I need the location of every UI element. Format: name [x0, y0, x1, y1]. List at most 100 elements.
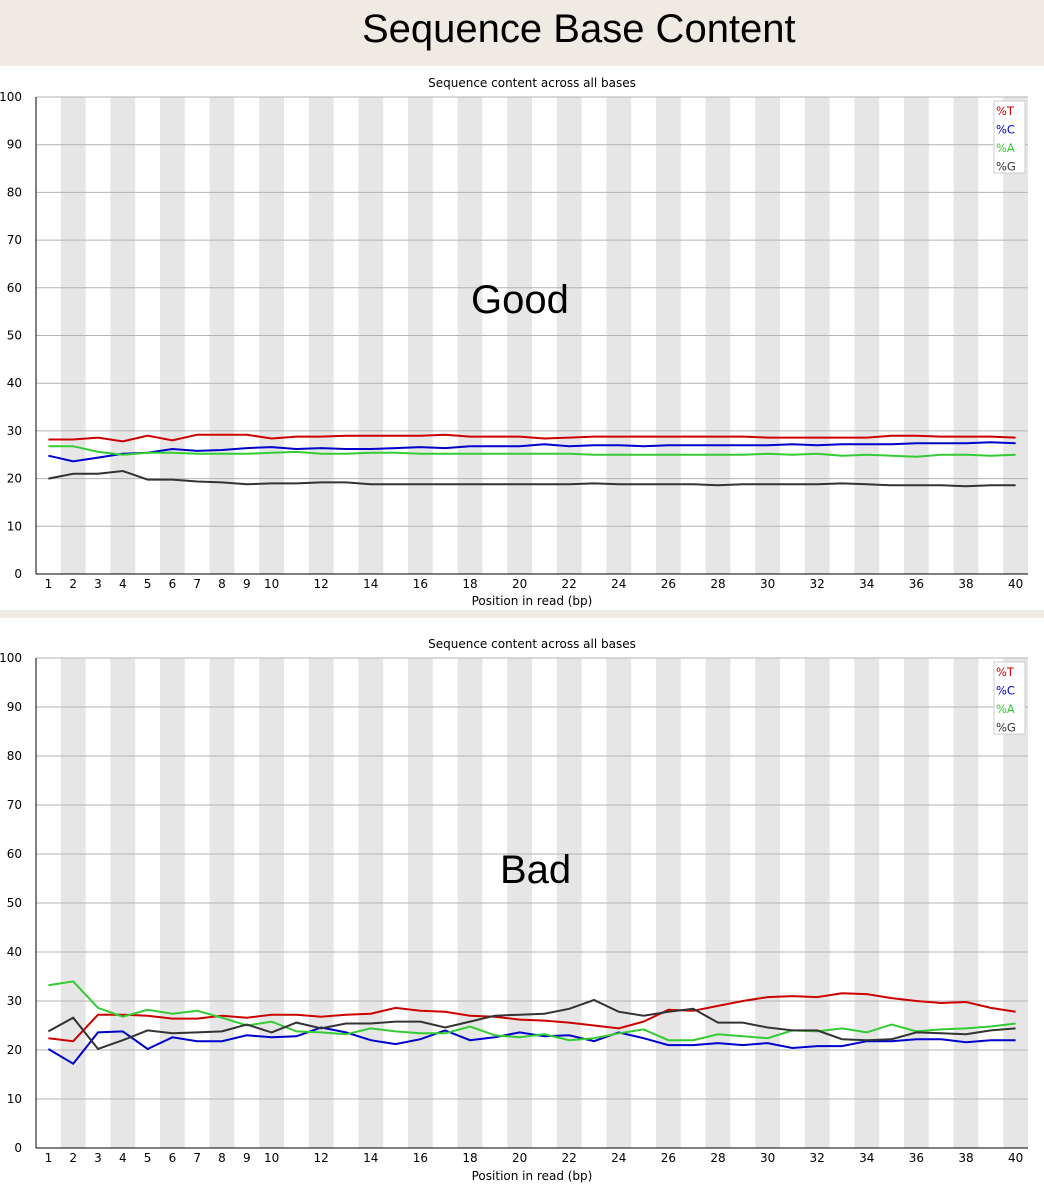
- series-line-G: [47, 998, 1016, 1051]
- y-tick-label: 10: [7, 519, 22, 533]
- x-tick-label: 4: [119, 577, 127, 591]
- series-line-T: [48, 433, 1016, 443]
- x-tick-label: 34: [859, 577, 874, 591]
- y-tick-label: 70: [7, 233, 22, 247]
- x-tick-label: 36: [909, 577, 924, 591]
- x-tick-label: 26: [661, 577, 676, 591]
- x-tick-label: 30: [760, 577, 775, 591]
- y-tick-label: 60: [7, 281, 22, 295]
- x-tick-label: 4: [119, 1151, 127, 1165]
- y-tick-label: 100: [0, 90, 22, 104]
- legend-box: [993, 661, 1026, 735]
- series-line-A: [48, 445, 1016, 458]
- y-tick-label: 90: [7, 700, 22, 714]
- chart-panel-bad: 0 10 20 30 40 50 60 70 80 90 100 1 2 3 4 5 6 7 8 9 10 12 14 16 1…: [0, 618, 1044, 1188]
- y-tick-label: 20: [7, 472, 22, 486]
- x-tick-label: 36: [909, 1151, 924, 1165]
- x-tick-label: 10: [264, 577, 279, 591]
- x-tick-label: 32: [810, 1151, 825, 1165]
- legend-item-A: %A: [996, 141, 1015, 155]
- x-tick-label: 9: [243, 577, 251, 591]
- legend-item-G: %G: [996, 721, 1016, 735]
- x-tick-label: 38: [958, 1151, 973, 1165]
- x-tick-label: 22: [562, 1151, 577, 1165]
- x-tick-label: 9: [243, 1151, 251, 1165]
- x-tick-label: 24: [611, 577, 626, 591]
- x-tick-label: 5: [144, 577, 152, 591]
- chart-annotation-good: Good: [471, 278, 569, 322]
- y-tick-label: 90: [7, 138, 22, 152]
- x-tick-label: 1: [45, 577, 53, 591]
- chart-title: Sequence content across all bases: [428, 637, 636, 651]
- legend-item-T: %T: [996, 665, 1015, 679]
- x-tick-label: 18: [462, 577, 477, 591]
- page-title-text: Sequence Base Content: [362, 7, 796, 51]
- series-line-A: [48, 980, 1016, 1042]
- x-tick-label: 30: [760, 1151, 775, 1165]
- x-tick-label: 5: [144, 1151, 152, 1165]
- x-axis-label: Position in read (bp): [472, 1169, 593, 1183]
- x-tick-label: 16: [413, 1151, 428, 1165]
- legend-item-C: %C: [996, 684, 1015, 698]
- page-title: Sequence Base Content: [0, 0, 1044, 58]
- y-tick-label: 40: [7, 945, 22, 959]
- legend-item-T: %T: [996, 104, 1015, 118]
- x-tick-label: 40: [1008, 577, 1023, 591]
- legend: %T %C %A %G: [993, 100, 1026, 174]
- series-line-T: [48, 992, 1016, 1043]
- chart-title: Sequence content across all bases: [428, 76, 636, 90]
- x-tick-label: 1: [45, 1151, 53, 1165]
- x-axis-label: Position in read (bp): [472, 594, 593, 608]
- x-tick-label: 10: [264, 1151, 279, 1165]
- y-tick-label: 80: [7, 185, 22, 199]
- x-tick-label: 2: [69, 1151, 77, 1165]
- x-tick-label: 18: [462, 1151, 477, 1165]
- y-tick-label: 100: [0, 651, 22, 665]
- x-tick-label: 28: [710, 1151, 725, 1165]
- legend: %T %C %A %G: [993, 661, 1026, 735]
- x-tick-label: 40: [1008, 1151, 1023, 1165]
- x-tick-label: 22: [562, 577, 577, 591]
- x-tick-label: 34: [859, 1151, 874, 1165]
- legend-item-G: %G: [996, 160, 1016, 174]
- x-tick-label: 28: [710, 577, 725, 591]
- y-tick-label: 60: [7, 847, 22, 861]
- y-tick-label: 30: [7, 994, 22, 1008]
- x-tick-label: 2: [69, 577, 77, 591]
- x-tick-label: 6: [169, 1151, 177, 1165]
- y-tick-label: 50: [7, 896, 22, 910]
- x-tick-label: 12: [314, 577, 329, 591]
- x-tick-label: 20: [512, 1151, 527, 1165]
- x-tick-label: 14: [363, 1151, 378, 1165]
- series-line-C: [48, 441, 1016, 463]
- x-tick-label: 7: [193, 577, 201, 591]
- x-tick-label: 3: [94, 577, 102, 591]
- legend-item-A: %A: [996, 702, 1015, 716]
- x-tick-label: 24: [611, 1151, 626, 1165]
- x-tick-label: 3: [94, 1151, 102, 1165]
- x-tick-label: 26: [661, 1151, 676, 1165]
- y-tick-label: 50: [7, 329, 22, 343]
- y-tick-label: 0: [14, 1141, 22, 1155]
- x-tick-label: 7: [193, 1151, 201, 1165]
- x-tick-label: 38: [958, 577, 973, 591]
- x-tick-label: 20: [512, 577, 527, 591]
- x-tick-label: 8: [218, 577, 226, 591]
- y-tick-label: 10: [7, 1092, 22, 1106]
- y-tick-label: 20: [7, 1043, 22, 1057]
- chart-panel-good: 0 10 20 30 40 50 60 70 80 90 100 1 2 3 4 5 6 7 8 9 10 12 14 16 1…: [0, 66, 1044, 610]
- x-tick-label: 6: [169, 577, 177, 591]
- y-tick-label: 40: [7, 376, 22, 390]
- y-tick-label: 80: [7, 749, 22, 763]
- series-line-C: [47, 1026, 1016, 1066]
- x-tick-label: 8: [218, 1151, 226, 1165]
- chart-annotation-bad: Bad: [500, 848, 572, 892]
- x-tick-label: 12: [314, 1151, 329, 1165]
- legend-box: [993, 100, 1026, 174]
- y-tick-label: 30: [7, 424, 22, 438]
- series-line-G: [48, 469, 1016, 488]
- y-tick-label: 70: [7, 798, 22, 812]
- x-tick-label: 14: [363, 577, 378, 591]
